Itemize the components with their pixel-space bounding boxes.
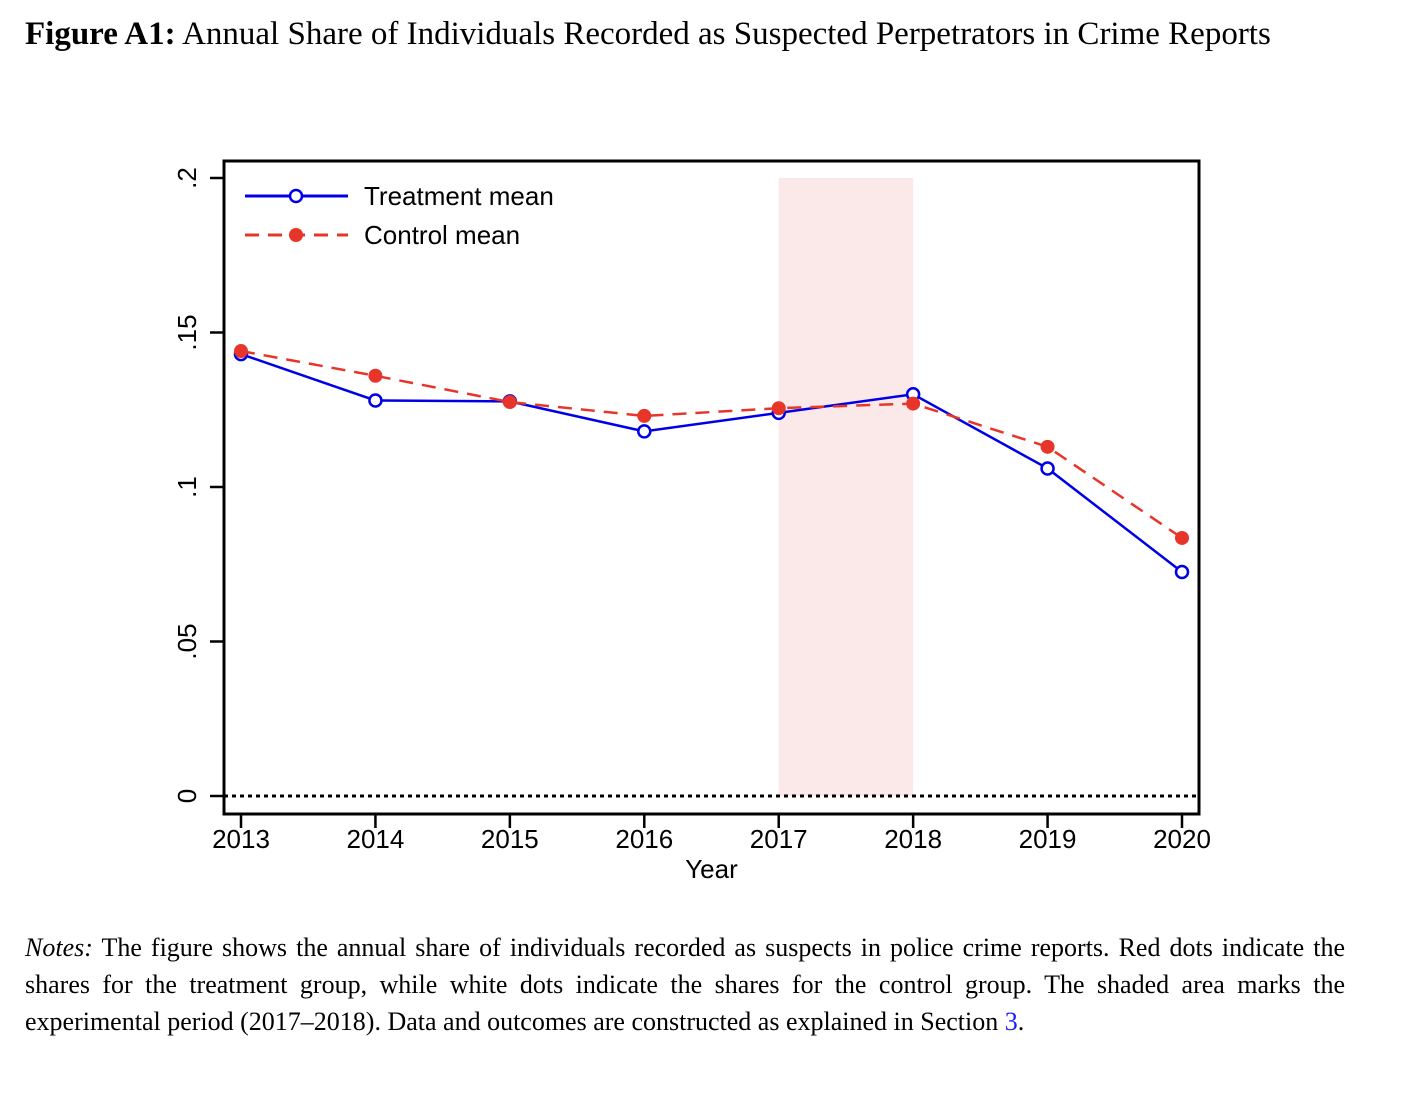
control-mean-point-2019 <box>1040 439 1055 454</box>
legend-control-mean-marker <box>289 228 303 242</box>
control-mean-point-2014 <box>368 368 383 383</box>
section-link[interactable]: 3 <box>1004 1007 1018 1036</box>
notes-end: . <box>1017 1007 1025 1036</box>
control-mean-point-2018 <box>906 396 921 411</box>
control-mean-point-2020 <box>1175 530 1189 545</box>
control-mean-point-2017 <box>771 401 786 416</box>
figure-caption: Figure A1: Annual Share of Individuals R… <box>25 12 1345 56</box>
control-mean-point-2013 <box>234 344 248 359</box>
control-mean-point-2015 <box>502 395 517 410</box>
control-mean-line <box>240 349 1183 540</box>
x-tick-label: 2017 <box>750 824 808 854</box>
x-tick-label: 2015 <box>481 824 539 854</box>
y-tick-label: .1 <box>172 476 202 498</box>
treatment-mean-point-2019 <box>1040 461 1055 476</box>
control-mean-point-2016 <box>637 408 652 423</box>
x-tick-label: 2013 <box>212 824 270 854</box>
line-chart: 0 .05 .1 .15 .2 2013 2014 2015 2016 2017 2018 2019 2… <box>172 159 1211 884</box>
figure-title: Annual Share of Individuals Recorded as … <box>182 16 1271 52</box>
figure-notes: Notes: The figure shows the annual share… <box>25 929 1345 1040</box>
y-tick-label: .15 <box>172 314 202 350</box>
y-tick-label: .2 <box>172 167 202 189</box>
x-tick-label: 2020 <box>1153 824 1211 854</box>
y-tick-label: .05 <box>172 623 202 659</box>
treatment-mean-point-2014 <box>368 393 383 408</box>
notes-text: The figure shows the annual share of ind… <box>25 933 1345 1036</box>
series-layer <box>233 344 1190 580</box>
legend: Treatment mean Control mean <box>245 181 554 250</box>
notes-label: Notes: <box>25 933 93 962</box>
y-tick-label: 0 <box>172 789 202 803</box>
shaded-region-layer <box>778 178 914 796</box>
shaded-experimental-period <box>778 178 914 796</box>
axes-layer: 0 .05 .1 .15 .2 2013 2014 2015 2016 2017 2018 2019 2… <box>172 159 1211 884</box>
treatment-mean-point-2016 <box>637 424 652 439</box>
plot-frame <box>222 159 1201 816</box>
x-tick-label: 2019 <box>1019 824 1077 854</box>
figure-label: Figure A1: <box>25 16 176 52</box>
x-tick-label: 2014 <box>347 824 405 854</box>
treatment-mean-line <box>240 352 1183 573</box>
x-axis-label: Year <box>685 854 738 884</box>
legend-treatment-mean-label: Treatment mean <box>364 181 554 211</box>
x-tick-label: 2018 <box>884 824 942 854</box>
legend-treatment-mean-marker <box>288 188 304 204</box>
treatment-mean-point-2020 <box>1174 564 1190 580</box>
legend-control-mean-label: Control mean <box>364 220 520 250</box>
x-tick-label: 2016 <box>615 824 673 854</box>
